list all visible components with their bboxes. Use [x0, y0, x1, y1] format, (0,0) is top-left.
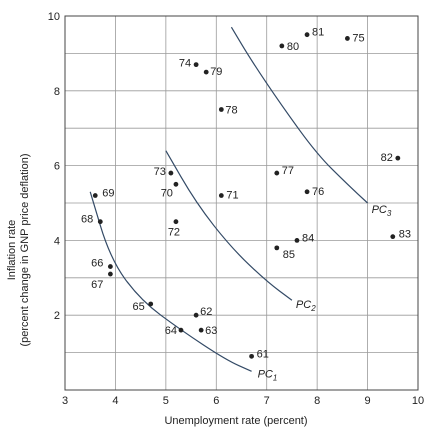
- data-point-62: [193, 312, 199, 318]
- data-point-label-73: 73: [154, 166, 166, 178]
- data-point-label-61: 61: [257, 348, 269, 360]
- data-point-label-64: 64: [165, 325, 177, 337]
- data-point-label-75: 75: [352, 32, 364, 44]
- data-point-84: [294, 238, 300, 243]
- x-tick-label: 8: [314, 395, 320, 407]
- data-point-74: [193, 62, 199, 68]
- curve-label-pc3: PC3: [372, 204, 392, 218]
- phillips-curve-pc2: [165, 150, 293, 301]
- x-tick-label: 7: [264, 395, 270, 407]
- data-point-65: [148, 301, 154, 307]
- data-point-73: [168, 170, 174, 176]
- data-point-64: [178, 327, 184, 333]
- data-point-85: [274, 245, 280, 251]
- data-point-label-82: 82: [381, 152, 393, 164]
- data-point-67: [107, 271, 113, 277]
- phillips-curve-pc3: [230, 26, 368, 204]
- data-point-label-72: 72: [168, 227, 180, 239]
- data-point-label-81: 81: [312, 27, 324, 39]
- data-point-label-68: 68: [81, 214, 93, 226]
- data-point-80: [279, 43, 285, 49]
- data-point-82: [395, 155, 401, 161]
- plot-area-frame: [64, 15, 419, 391]
- data-point-label-67: 67: [91, 279, 103, 291]
- y-tick-label: 10: [48, 11, 60, 23]
- data-point-70: [173, 181, 179, 187]
- data-point-label-65: 65: [132, 301, 144, 313]
- x-axis-title: Unemployment rate (percent): [164, 415, 307, 427]
- y-axis: 2 4 6 8 10: [48, 11, 60, 322]
- data-point-label-85: 85: [283, 249, 295, 261]
- data-point-66: [107, 264, 113, 269]
- x-tick-label: 6: [213, 395, 219, 407]
- data-point-78: [218, 107, 224, 112]
- data-point-label-77: 77: [282, 165, 294, 177]
- data-point-label-84: 84: [302, 232, 314, 244]
- x-tick-label: 3: [62, 395, 68, 407]
- data-point-75: [345, 36, 350, 41]
- y-tick-label: 4: [54, 235, 60, 247]
- data-point-83: [390, 234, 396, 240]
- curve-label-pc2: PC2: [296, 299, 316, 313]
- data-point-72: [173, 219, 179, 225]
- data-point-61: [249, 353, 254, 359]
- x-axis: 3 4 5 6 7 8 9 10: [62, 395, 424, 407]
- data-point-label-74: 74: [179, 58, 191, 70]
- x-tick-label: 10: [412, 395, 424, 407]
- data-point-77: [274, 170, 280, 176]
- grid: [64, 16, 419, 390]
- data-point-81: [304, 32, 310, 38]
- data-point-label-62: 62: [200, 306, 212, 318]
- x-tick-label: 4: [112, 395, 118, 407]
- phillips-curves: PC1 PC2 PC3: [89, 26, 392, 382]
- y-tick-label: 8: [54, 86, 60, 98]
- data-point-label-79: 79: [210, 66, 222, 78]
- data-point-label-66: 66: [91, 258, 103, 270]
- y-axis-subtitle: (percent change in GNP price deflation): [19, 153, 31, 346]
- data-point-label-63: 63: [205, 325, 217, 337]
- data-point-69: [92, 193, 98, 198]
- data-point-76: [304, 189, 310, 195]
- data-point-label-83: 83: [399, 229, 411, 241]
- data-point-71: [218, 193, 224, 198]
- data-point-label-80: 80: [287, 41, 299, 53]
- curve-label-pc1: PC1: [258, 368, 278, 382]
- data-point-label-76: 76: [312, 186, 324, 198]
- x-tick-label: 9: [365, 395, 371, 407]
- data-point-68: [97, 219, 103, 225]
- y-axis-title-group: Inflation rate (percent change in GNP pr…: [6, 153, 31, 346]
- data-point-label-69: 69: [102, 188, 114, 200]
- x-tick-label: 5: [163, 395, 169, 407]
- phillips-curve-pc1: [89, 191, 252, 372]
- data-point-79: [203, 69, 209, 75]
- y-tick-label: 6: [54, 161, 60, 173]
- data-point-label-70: 70: [161, 187, 173, 199]
- data-point-label-71: 71: [226, 190, 238, 202]
- data-point-label-78: 78: [225, 105, 237, 117]
- y-tick-label: 2: [54, 310, 60, 322]
- data-points: 61 62 63 64 65 66 67 68 69 70 71 72 73 74 75 76 77 78 79 80…: [81, 27, 411, 361]
- data-point-63: [198, 327, 204, 333]
- y-axis-title: Inflation rate: [6, 220, 18, 281]
